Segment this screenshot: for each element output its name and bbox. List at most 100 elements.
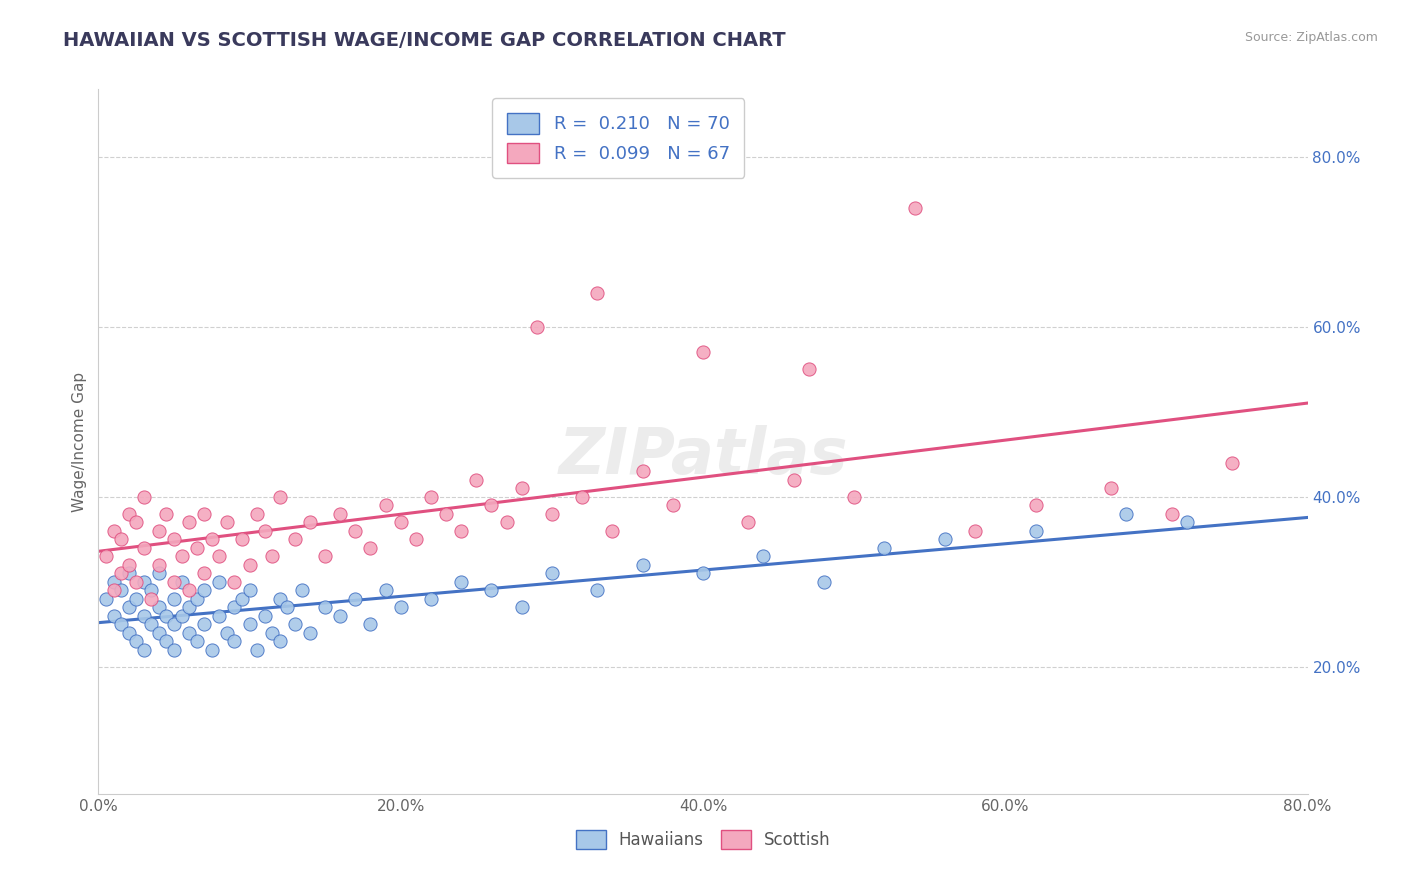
Point	[510, 481, 533, 495]
Point	[163, 532, 186, 546]
Point	[239, 583, 262, 598]
Point	[132, 642, 155, 657]
Point	[329, 507, 352, 521]
Point	[193, 507, 215, 521]
Point	[239, 558, 262, 572]
Point	[360, 617, 382, 632]
Point	[1099, 481, 1122, 495]
Point	[374, 498, 396, 512]
Point	[752, 549, 775, 563]
Point	[118, 625, 141, 640]
Point	[193, 566, 215, 581]
Point	[934, 532, 956, 546]
Point	[118, 600, 141, 615]
Point	[692, 566, 714, 581]
Point	[1024, 498, 1046, 512]
Point	[170, 549, 193, 563]
Point	[420, 490, 443, 504]
Point	[692, 345, 714, 359]
Point	[179, 625, 201, 640]
Point	[246, 642, 269, 657]
Point	[148, 566, 170, 581]
Point	[661, 498, 683, 512]
Point	[526, 320, 548, 334]
Text: ZIPatlas: ZIPatlas	[558, 425, 848, 487]
Text: Source: ZipAtlas.com: Source: ZipAtlas.com	[1244, 31, 1378, 45]
Point	[132, 574, 155, 589]
Point	[631, 558, 654, 572]
Y-axis label: Wage/Income Gap: Wage/Income Gap	[72, 371, 87, 512]
Point	[118, 507, 141, 521]
Point	[179, 515, 201, 529]
Point	[170, 608, 193, 623]
Point	[125, 574, 148, 589]
Point	[186, 591, 208, 606]
Point	[201, 642, 224, 657]
Point	[103, 583, 125, 598]
Point	[141, 591, 163, 606]
Point	[602, 524, 624, 538]
Point	[208, 574, 231, 589]
Point	[118, 558, 141, 572]
Point	[110, 583, 132, 598]
Point	[141, 617, 163, 632]
Point	[186, 541, 208, 555]
Point	[118, 566, 141, 581]
Point	[284, 532, 307, 546]
Point	[246, 507, 269, 521]
Point	[132, 608, 155, 623]
Point	[269, 634, 291, 648]
Point	[420, 591, 443, 606]
Point	[291, 583, 314, 598]
Point	[965, 524, 987, 538]
Point	[201, 532, 224, 546]
Point	[465, 473, 488, 487]
Point	[163, 617, 186, 632]
Point	[269, 490, 291, 504]
Point	[495, 515, 517, 529]
Point	[540, 507, 562, 521]
Point	[389, 600, 412, 615]
Point	[299, 515, 322, 529]
Point	[141, 583, 163, 598]
Point	[344, 524, 367, 538]
Point	[103, 608, 125, 623]
Point	[110, 532, 132, 546]
Point	[215, 625, 238, 640]
Point	[299, 625, 322, 640]
Point	[329, 608, 352, 623]
Point	[193, 583, 215, 598]
Point	[125, 515, 148, 529]
Point	[1115, 507, 1137, 521]
Point	[94, 549, 117, 563]
Point	[314, 600, 336, 615]
Point	[186, 634, 208, 648]
Point	[253, 524, 276, 538]
Point	[737, 515, 759, 529]
Point	[125, 634, 148, 648]
Point	[1175, 515, 1198, 529]
Point	[344, 591, 367, 606]
Point	[224, 600, 246, 615]
Point	[797, 362, 820, 376]
Point	[224, 634, 246, 648]
Point	[1024, 524, 1046, 538]
Point	[148, 558, 170, 572]
Legend: Hawaiians, Scottish: Hawaiians, Scottish	[569, 823, 837, 856]
Point	[450, 574, 472, 589]
Point	[110, 617, 132, 632]
Point	[103, 574, 125, 589]
Point	[314, 549, 336, 563]
Point	[208, 549, 231, 563]
Text: HAWAIIAN VS SCOTTISH WAGE/INCOME GAP CORRELATION CHART: HAWAIIAN VS SCOTTISH WAGE/INCOME GAP COR…	[63, 31, 786, 50]
Point	[103, 524, 125, 538]
Point	[155, 608, 177, 623]
Point	[813, 574, 835, 589]
Point	[170, 574, 193, 589]
Point	[262, 625, 284, 640]
Point	[179, 583, 201, 598]
Point	[269, 591, 291, 606]
Point	[215, 515, 238, 529]
Point	[540, 566, 562, 581]
Point	[571, 490, 593, 504]
